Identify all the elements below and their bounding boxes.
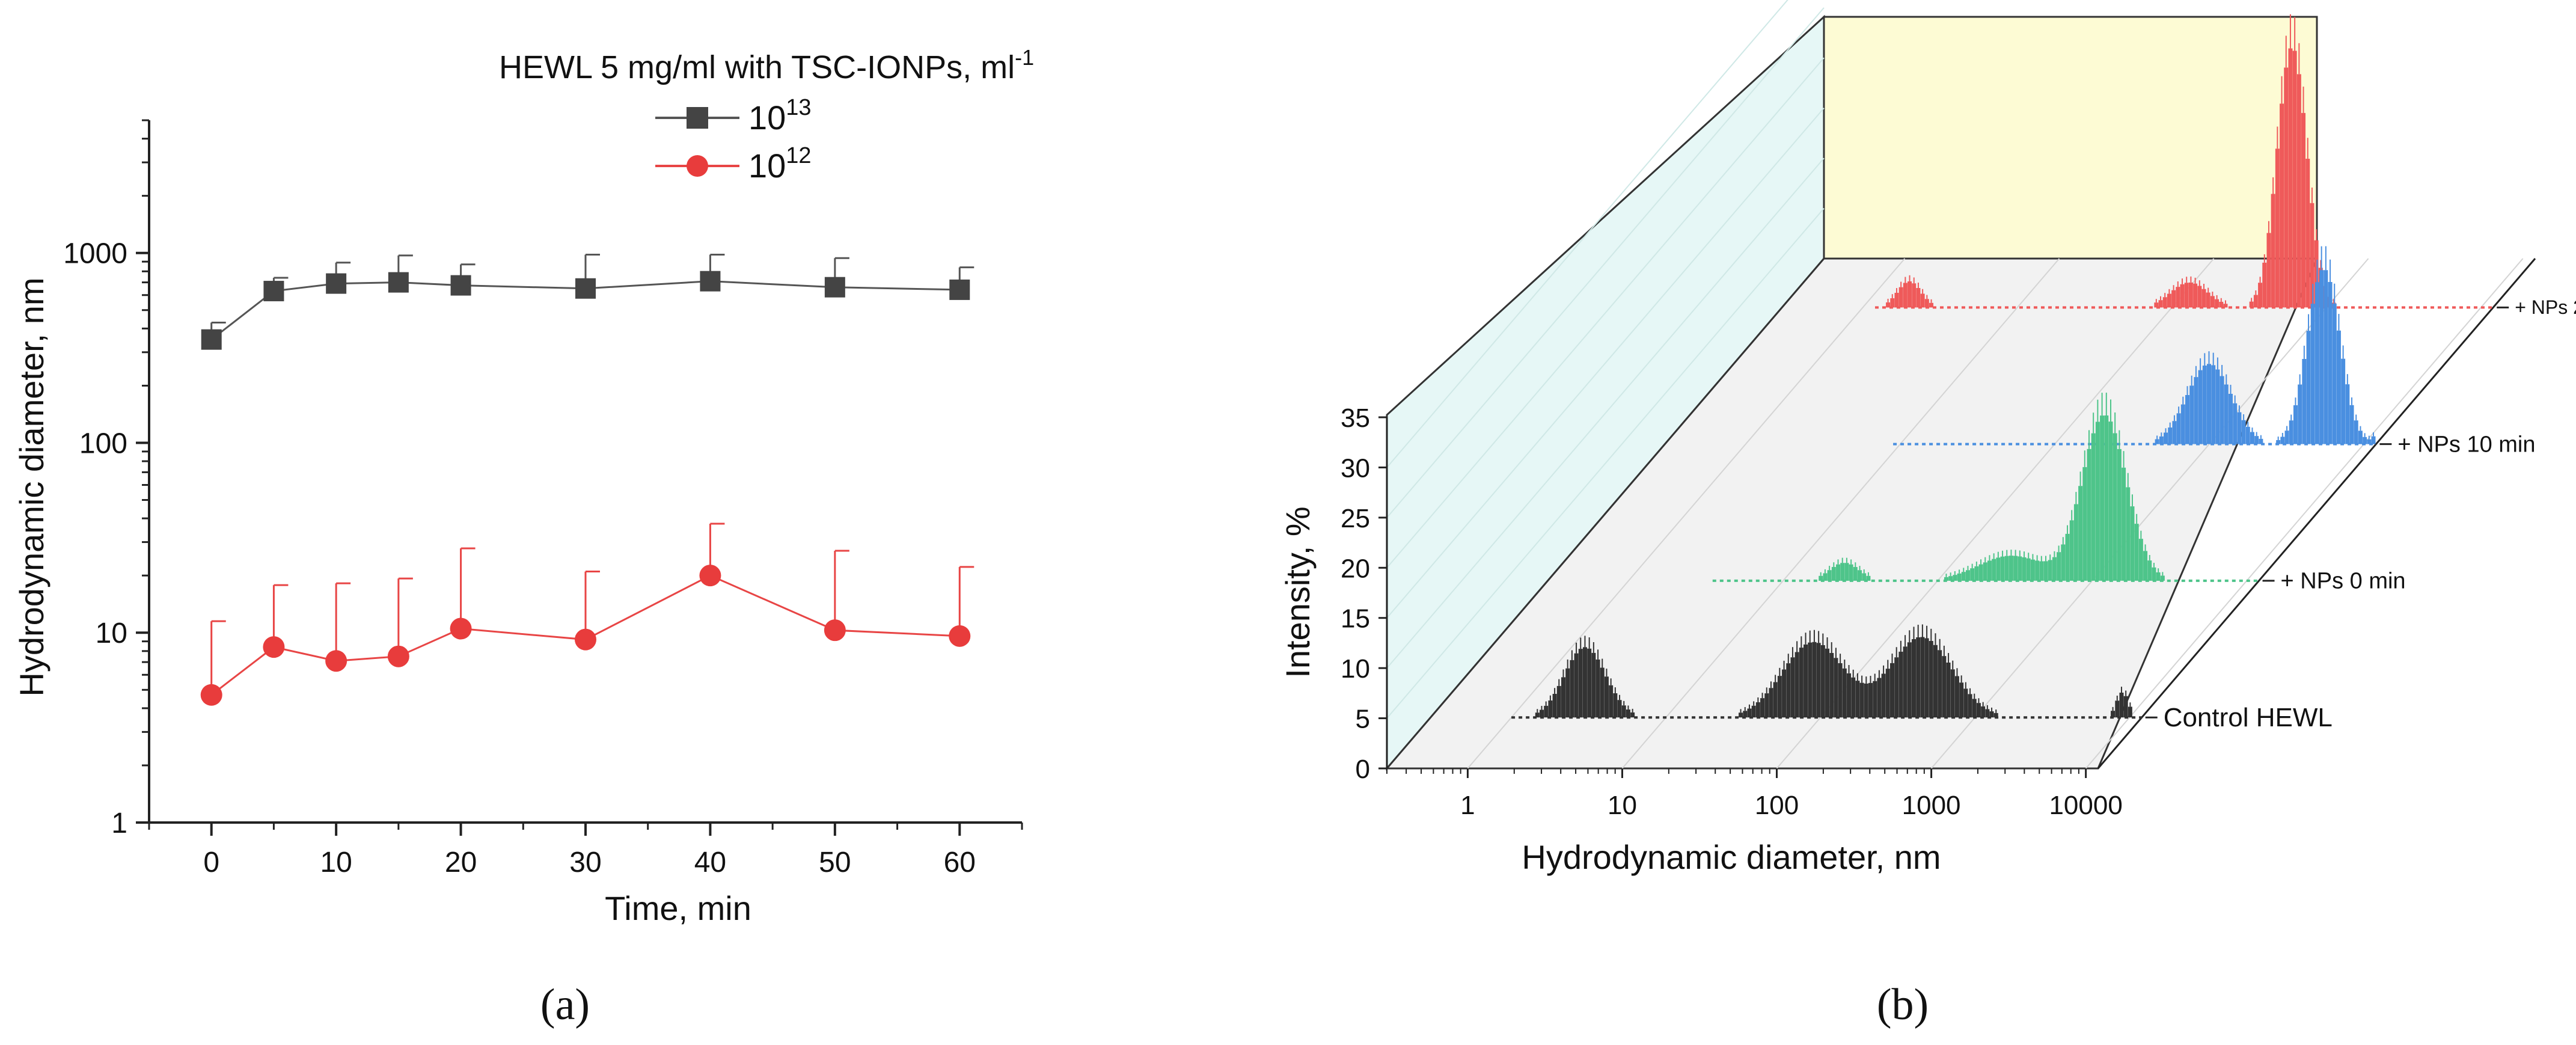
panel-b-x-tick-label: 10000 [2049, 791, 2122, 820]
data-point [450, 275, 471, 296]
floor-gridline [2085, 258, 2524, 769]
panel-b-x-label: Hydrodynamic diameter, nm [1522, 838, 1941, 876]
series-label: Control HEWL [2164, 703, 2333, 732]
panel-a-label: (a) [540, 980, 590, 1029]
legend-title: HEWL 5 mg/ml with TSC-IONPs, ml-1 [499, 45, 1034, 85]
floor-gridline [1930, 258, 2369, 769]
panel-b-y-tick-label: 30 [1341, 453, 1370, 483]
data-point [325, 650, 347, 672]
legend-label-1e12-base: 10 [748, 147, 786, 185]
panel-a-x-tick-label: 10 [320, 847, 352, 878]
panel-b-x-tick-label: 1000 [1902, 791, 1961, 820]
panel-a-axes: 0 10 20 30 40 50 60 1 10 100 1000 [63, 119, 1023, 878]
legend-marker-1e12 [687, 155, 708, 177]
data-point [824, 619, 846, 642]
wall-gridline [1386, 0, 1788, 468]
data-point [575, 628, 596, 651]
panel-b-x-tick-label: 10 [1608, 791, 1637, 820]
wall-gridline [1386, 7, 1825, 518]
data-point [263, 281, 284, 302]
data-point [450, 618, 472, 640]
data-point [700, 271, 721, 292]
series-nps-10-min [1893, 246, 2376, 446]
panel-b-depth-axis [2097, 258, 2536, 769]
panel-b-y-tick-label: 5 [1356, 705, 1370, 734]
panel-b-y-tick-label: 10 [1341, 654, 1370, 684]
series-label: + NPs 10 min [2397, 432, 2535, 457]
panel-a-y-label: Hydrodynamic diameter, nm [13, 277, 50, 696]
panel-b: 0 5 10 15 20 25 30 35 1 10 100 1000 10000 + NPs 20 m… [1279, 0, 2576, 1029]
panel-b-series [1511, 14, 2494, 719]
panel-b-x-tick-label: 100 [1755, 791, 1799, 820]
data-point [949, 279, 970, 300]
panel-a-x-tick-label: 60 [944, 847, 976, 878]
legend-label-1e13-base: 10 [748, 99, 786, 136]
data-point [388, 272, 409, 293]
wall-gridline [1386, 207, 1825, 719]
data-point [824, 277, 845, 298]
panel-b-back-wall [1823, 16, 2318, 260]
series-nps-0-min [1712, 393, 2259, 582]
panel-b-y-tick-label: 15 [1341, 604, 1370, 634]
panel-a-x-tick-label: 0 [203, 847, 219, 878]
wall-gridline [1386, 57, 1825, 568]
panel-a-x-tick-label: 20 [445, 847, 477, 878]
data-point [263, 636, 285, 658]
panel-a-y-tick-label: 1 [111, 808, 127, 839]
series-1e13 [201, 253, 974, 350]
floor-gridline [1621, 258, 2060, 769]
panel-a-x-tick-label: 30 [569, 847, 601, 878]
data-point [699, 565, 721, 587]
series-1e12 [200, 522, 974, 706]
panel-b-gridlines [1386, 0, 2524, 769]
panel-a-y-tick-label: 10 [96, 618, 127, 649]
legend-title-text: HEWL 5 mg/ml with TSC-IONPs, ml [499, 49, 1015, 85]
panel-b-y-tick-label: 35 [1341, 403, 1370, 433]
data-point [575, 278, 596, 299]
wall-gridline [1386, 158, 1825, 669]
legend-title-sup: -1 [1015, 45, 1034, 70]
legend-marker-1e13 [687, 107, 708, 129]
data-point [201, 329, 222, 350]
panel-b-label: (b) [1877, 980, 1929, 1029]
panel-b-x-tick-label: 1 [1460, 791, 1475, 820]
panel-a: 0 10 20 30 40 50 60 1 10 100 1000 Time, min Hydrod… [13, 45, 1034, 1029]
panel-a-y-tick-label: 100 [79, 428, 127, 459]
panel-a-legend: HEWL 5 mg/ml with TSC-IONPs, ml-1 1013 1… [499, 45, 1034, 185]
panel-a-series [200, 253, 974, 706]
panel-a-x-label: Time, min [605, 889, 751, 927]
panel-a-x-tick-label: 50 [819, 847, 851, 878]
series-label: + NPs 20 min and shaking [2515, 296, 2576, 318]
panel-b-y-label: Intensity, % [1279, 506, 1317, 678]
panel-a-y-tick-label: 1000 [63, 238, 127, 270]
legend-label-1e13: 1013 [748, 95, 812, 136]
data-point [326, 273, 347, 294]
data-point [949, 625, 971, 647]
panel-a-x-tick-label: 40 [694, 847, 726, 878]
panel-b-y-tick-label: 0 [1356, 755, 1370, 784]
panel-b-series-labels: + NPs 20 min and shaking + NPs 10 min + NP… [2145, 296, 2576, 732]
wall-gridline [1386, 108, 1825, 619]
legend-label-1e12-sup: 12 [786, 143, 811, 168]
data-point [200, 684, 222, 706]
legend-label-1e13-sup: 13 [786, 95, 811, 120]
data-point [387, 645, 409, 667]
series-control-hewl [1511, 624, 2142, 719]
series-label: + NPs 0 min [2281, 569, 2406, 594]
panel-b-y-tick-label: 20 [1341, 554, 1370, 583]
floor-gridline [1467, 258, 1906, 769]
panel-b-axes: 0 5 10 15 20 25 30 35 1 10 100 1000 10000 [1341, 258, 2536, 820]
panel-b-y-tick-label: 25 [1341, 504, 1370, 533]
legend-label-1e12: 1012 [748, 143, 812, 185]
